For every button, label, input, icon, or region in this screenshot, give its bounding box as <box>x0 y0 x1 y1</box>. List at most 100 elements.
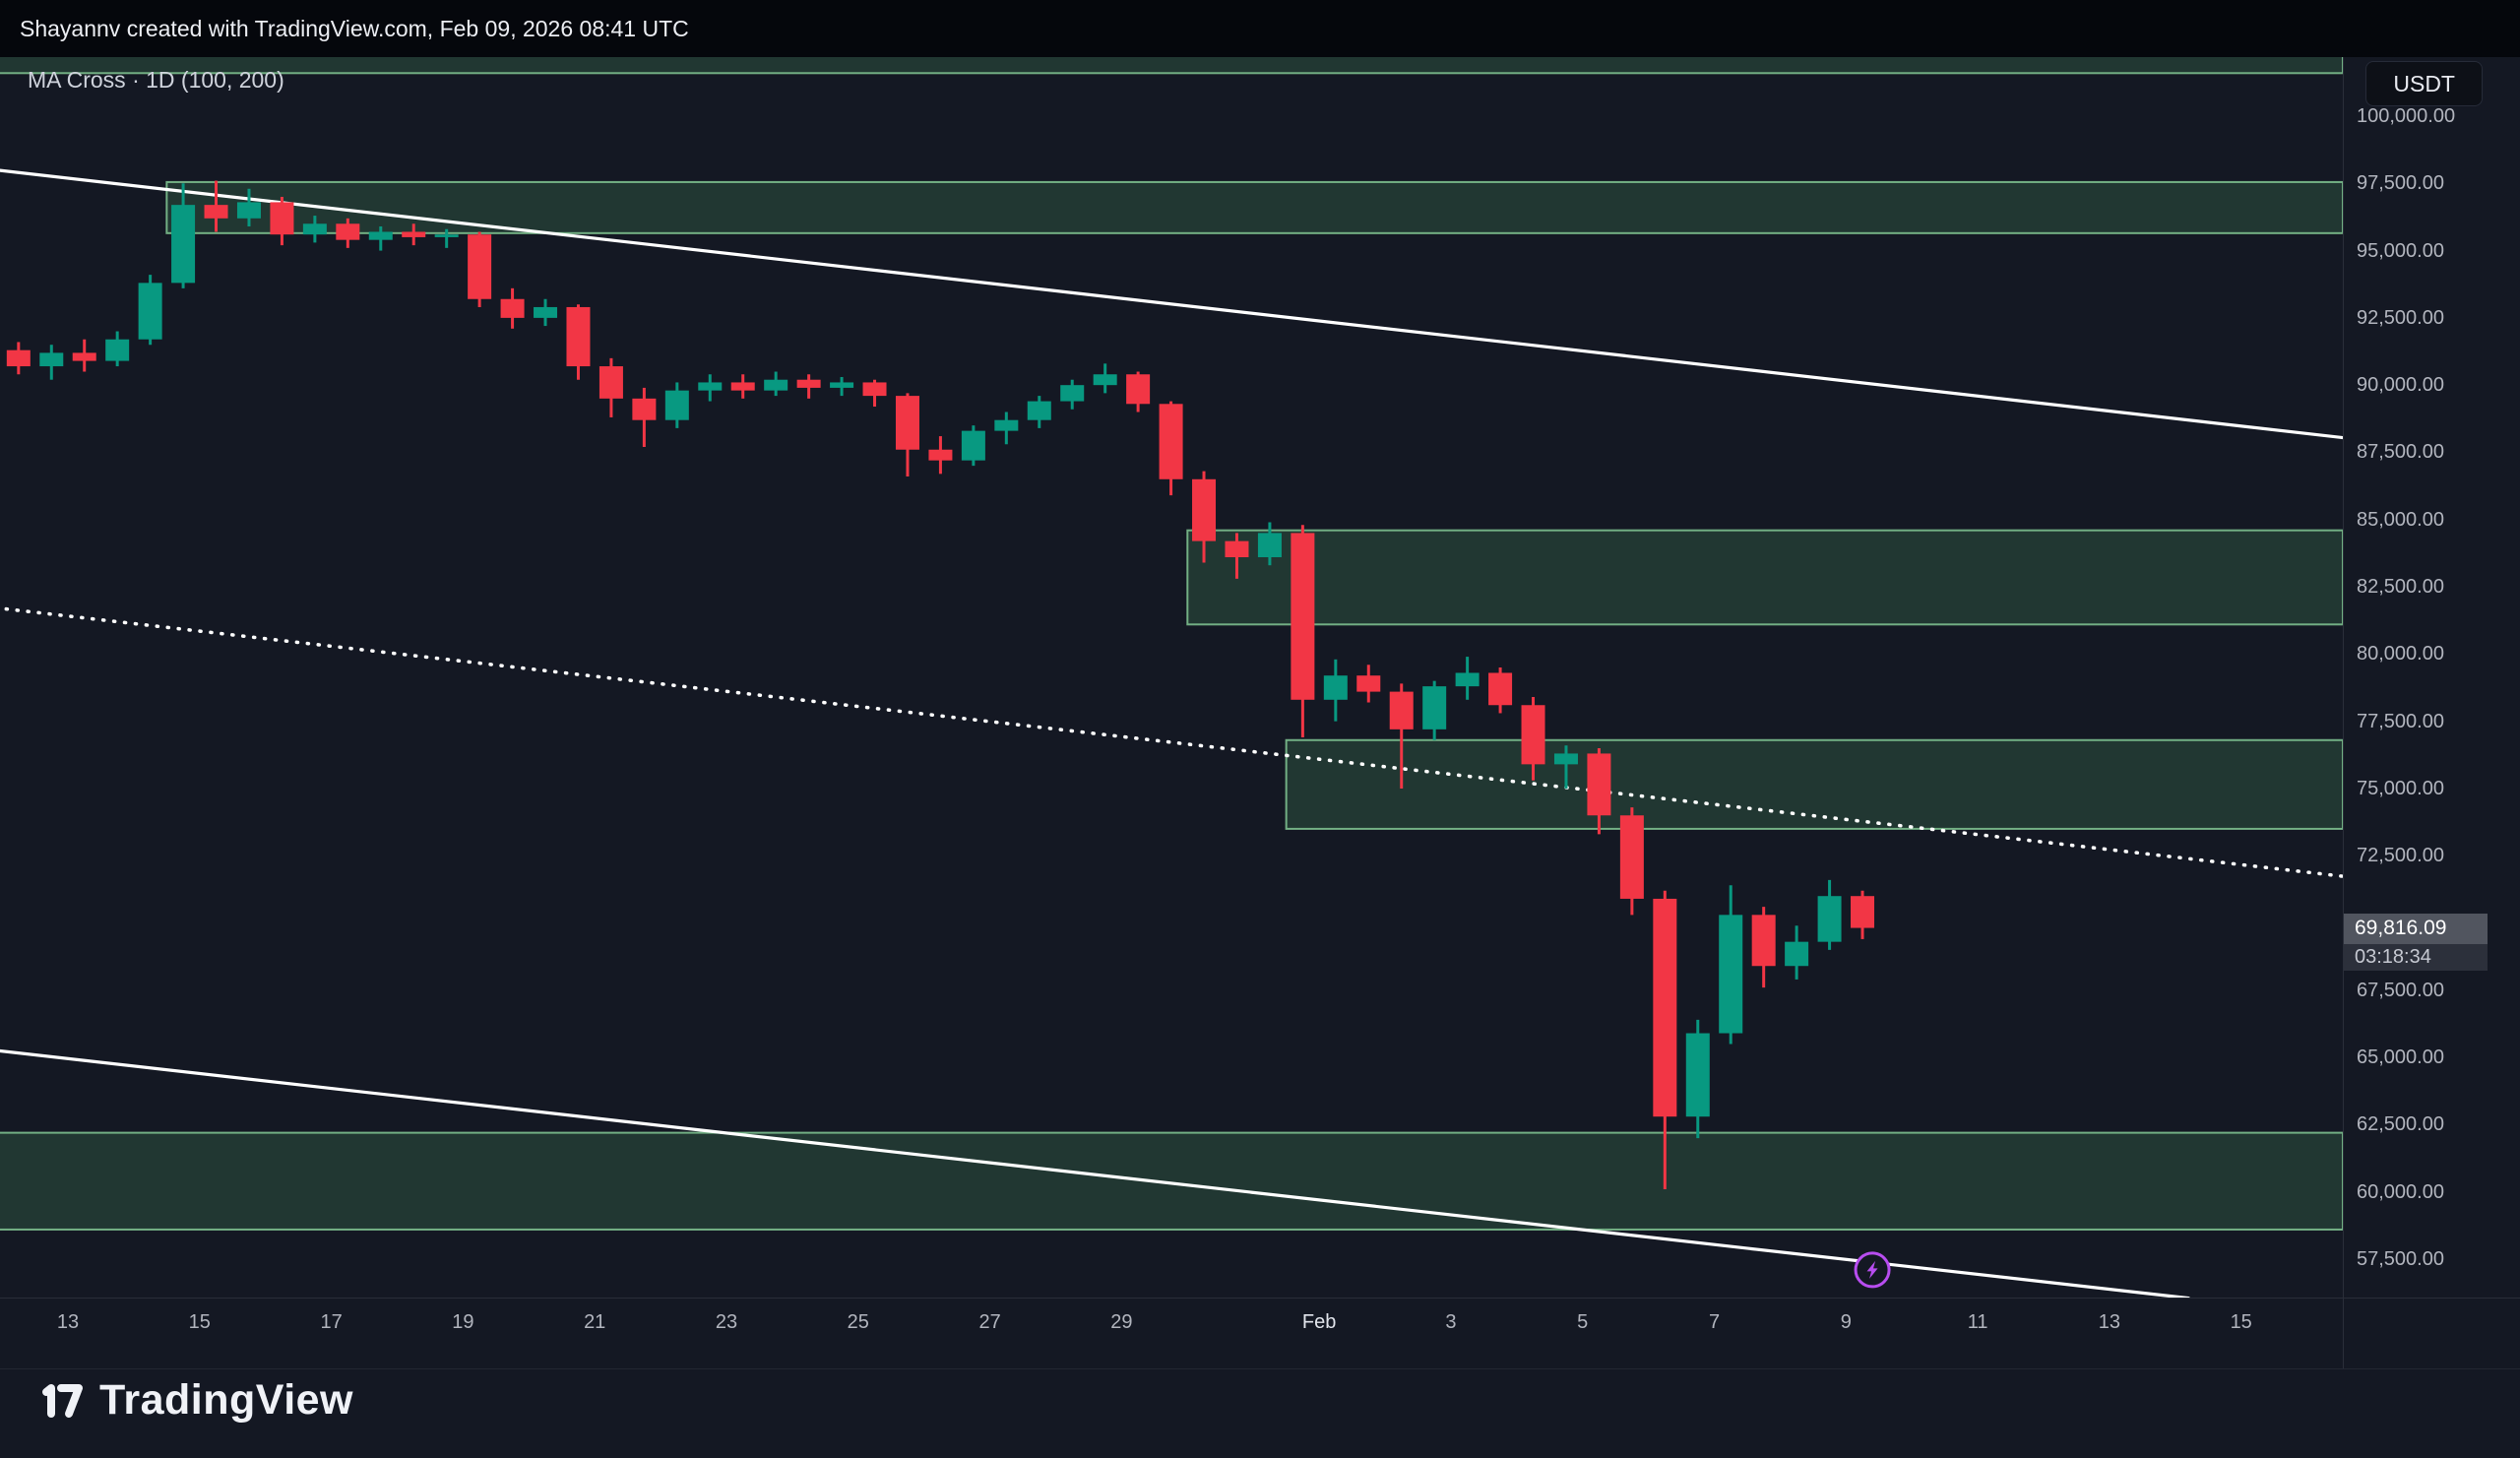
candle <box>138 275 162 346</box>
candle-body <box>1455 672 1480 687</box>
candle <box>928 436 953 475</box>
candle-body <box>72 352 96 361</box>
candle-body <box>1751 915 1776 967</box>
candle-body <box>566 306 591 367</box>
candle-body <box>402 231 426 237</box>
candle-body <box>1192 478 1217 541</box>
candle <box>105 331 130 367</box>
candle <box>895 393 919 477</box>
time-axis-label: 25 <box>847 1311 869 1333</box>
price-axis[interactable]: 100,000.00 97,500.00 95,000.00 92,500.00 90,… <box>2344 57 2520 1298</box>
price-axis-label: 65,000.00 <box>2357 1046 2444 1069</box>
candle-body <box>796 379 821 388</box>
time-axis-label: 9 <box>1840 1311 1852 1333</box>
candle-body <box>928 449 953 461</box>
time-axis-label: 29 <box>1110 1311 1133 1333</box>
trendline-mid-channel[interactable] <box>0 606 2347 878</box>
lightning-icon <box>1866 1260 1878 1279</box>
candle-body <box>368 231 393 240</box>
candle-body <box>434 234 459 237</box>
candle-body <box>6 349 31 367</box>
candle <box>598 357 623 417</box>
time-axis-label: 11 <box>1967 1311 1988 1333</box>
candle <box>862 379 887 408</box>
price-axis-label: 62,500.00 <box>2357 1113 2444 1136</box>
lightning-marker[interactable] <box>1854 1251 1891 1289</box>
candle-body <box>698 382 723 391</box>
candle <box>1785 925 1809 980</box>
time-axis-label: 15 <box>2230 1311 2252 1333</box>
price-axis-label: 67,500.00 <box>2357 979 2444 1001</box>
candle-body <box>204 205 228 219</box>
candle <box>434 228 459 248</box>
candle <box>534 298 558 327</box>
candle <box>1521 697 1545 781</box>
supply-demand-zone[interactable] <box>0 49 2343 75</box>
attribution-text: Shayannv created with TradingView.com, F… <box>20 15 689 41</box>
candle <box>994 412 1019 445</box>
price-axis-label: 82,500.00 <box>2357 576 2444 599</box>
candle <box>468 231 492 307</box>
candle <box>961 425 985 467</box>
candle-body <box>1323 675 1348 700</box>
candle-body <box>1587 753 1611 816</box>
candle <box>796 374 821 399</box>
candle-body <box>830 382 854 388</box>
candle-body <box>105 339 130 361</box>
candle <box>1093 363 1117 394</box>
candle <box>72 339 96 372</box>
price-axis-label: 95,000.00 <box>2357 239 2444 262</box>
candle <box>1126 371 1151 412</box>
candle-body <box>961 430 985 461</box>
candle <box>1192 471 1217 563</box>
candle-body <box>1093 374 1117 386</box>
supply-demand-zone[interactable] <box>165 180 2343 234</box>
price-axis-label: 97,500.00 <box>2357 172 2444 195</box>
time-axis-label: 17 <box>320 1311 343 1333</box>
candle <box>336 218 360 248</box>
candle-body <box>270 202 294 235</box>
candle <box>1685 1019 1710 1139</box>
candle <box>566 304 591 380</box>
time-axis[interactable]: 13 15 17 19 21 23 25 27 29 Feb 3 5 7 9 11 13 15 <box>0 1299 2520 1368</box>
candle <box>830 376 854 397</box>
tradingview-logo[interactable]: TradingView <box>39 1376 353 1425</box>
candle <box>764 371 788 397</box>
trendline-upper-resistance[interactable] <box>0 168 2347 440</box>
candle <box>204 180 228 232</box>
candle-body <box>1817 896 1842 942</box>
attribution-bar: Shayannv created with TradingView.com, F… <box>0 0 2520 57</box>
candle <box>1653 890 1677 1189</box>
candle-body <box>171 205 196 284</box>
candle-body <box>336 223 360 240</box>
footer-separator <box>0 1368 2520 1369</box>
candle-body <box>895 396 919 450</box>
candle <box>1225 533 1249 579</box>
candle-body <box>236 202 261 219</box>
candle <box>664 382 689 428</box>
candle <box>1817 879 1842 950</box>
candle <box>632 387 657 448</box>
candle <box>1422 680 1447 740</box>
candle <box>1553 745 1578 789</box>
candle <box>1060 379 1085 410</box>
candle-body <box>1291 533 1315 700</box>
quote-currency-button[interactable]: USDT <box>2365 61 2483 106</box>
candle <box>500 287 525 329</box>
candle-body <box>1060 385 1085 402</box>
supply-demand-zone[interactable] <box>1186 529 2343 626</box>
candle <box>1587 747 1611 835</box>
supply-demand-zone[interactable] <box>1285 738 2343 830</box>
time-axis-separator <box>0 1298 2520 1299</box>
candle-body <box>1619 815 1644 899</box>
candle-body <box>632 398 657 420</box>
tradingview-logo-icon <box>42 1383 83 1418</box>
trendline-lower-support[interactable] <box>0 1048 2190 1299</box>
candle-body <box>1389 691 1414 729</box>
price-axis-label: 92,500.00 <box>2357 306 2444 329</box>
candle <box>236 188 261 227</box>
supply-demand-zone[interactable] <box>0 1131 2343 1231</box>
candle-body <box>39 352 64 367</box>
